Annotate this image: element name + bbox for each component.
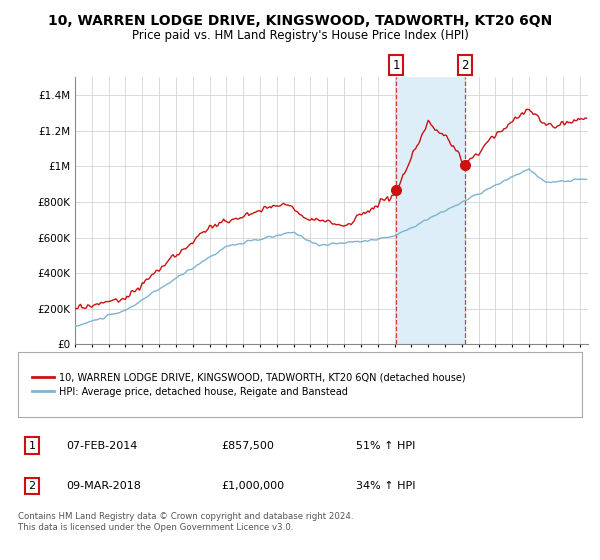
Text: 2: 2 bbox=[29, 481, 35, 491]
Text: 2: 2 bbox=[461, 59, 469, 72]
Bar bbox=[396, 77, 464, 344]
Text: 34% ↑ HPI: 34% ↑ HPI bbox=[356, 481, 416, 491]
Legend: 10, WARREN LODGE DRIVE, KINGSWOOD, TADWORTH, KT20 6QN (detached house), HPI: Ave: 10, WARREN LODGE DRIVE, KINGSWOOD, TADWO… bbox=[29, 368, 469, 401]
Text: 10, WARREN LODGE DRIVE, KINGSWOOD, TADWORTH, KT20 6QN: 10, WARREN LODGE DRIVE, KINGSWOOD, TADWO… bbox=[48, 14, 552, 28]
Text: Contains HM Land Registry data © Crown copyright and database right 2024.
This d: Contains HM Land Registry data © Crown c… bbox=[18, 512, 353, 532]
Text: 51% ↑ HPI: 51% ↑ HPI bbox=[356, 441, 416, 451]
Text: Price paid vs. HM Land Registry's House Price Index (HPI): Price paid vs. HM Land Registry's House … bbox=[131, 29, 469, 42]
Text: 07-FEB-2014: 07-FEB-2014 bbox=[66, 441, 137, 451]
Text: £1,000,000: £1,000,000 bbox=[221, 481, 284, 491]
Text: £857,500: £857,500 bbox=[221, 441, 274, 451]
Text: 1: 1 bbox=[29, 441, 35, 451]
Text: 1: 1 bbox=[392, 59, 400, 72]
Text: 09-MAR-2018: 09-MAR-2018 bbox=[66, 481, 141, 491]
